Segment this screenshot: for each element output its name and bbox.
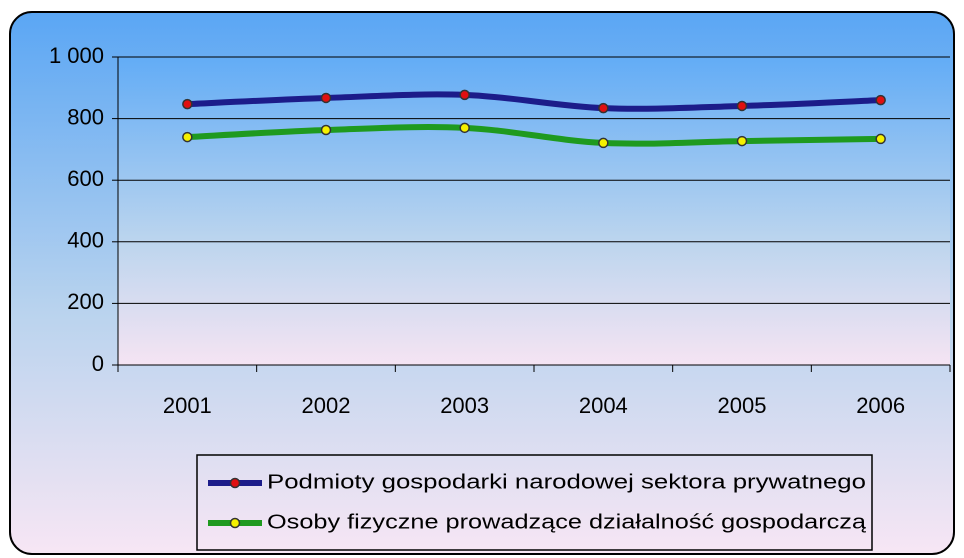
marker: [320, 124, 332, 136]
marker: [320, 92, 332, 104]
x-tick-label: 2001: [163, 393, 212, 418]
y-tick-label: 0: [92, 351, 104, 376]
series-line: [187, 91, 881, 112]
y-tick-label: 200: [67, 289, 104, 314]
legend-marker: [229, 517, 241, 529]
plot-area: [118, 57, 950, 365]
x-tick-label: 2003: [440, 393, 489, 418]
marker: [598, 102, 609, 114]
marker: [736, 135, 748, 147]
marker: [182, 98, 193, 110]
y-tick-label: 1 000: [49, 43, 104, 68]
x-tick-label: 2002: [302, 393, 351, 418]
y-tick-label: 400: [67, 228, 104, 253]
legend-label: Osoby fizyczne prowadzące działalność go…: [267, 511, 867, 533]
x-tick-label: 2005: [718, 393, 767, 418]
y-tick-label: 600: [67, 166, 104, 191]
marker: [875, 94, 886, 106]
marker: [736, 100, 748, 112]
legend-box: [196, 454, 873, 551]
x-tick-label: 2004: [579, 393, 628, 418]
marker: [875, 133, 886, 145]
legend-label: Podmioty gospodarki narodowej sektora pr…: [267, 471, 866, 493]
legend-marker: [229, 477, 241, 489]
x-tick-label: 2006: [856, 393, 905, 418]
marker: [182, 131, 193, 143]
marker: [598, 137, 609, 149]
y-tick-label: 800: [67, 104, 104, 129]
marker: [459, 89, 470, 101]
series-line: [187, 124, 881, 147]
marker: [459, 122, 470, 134]
